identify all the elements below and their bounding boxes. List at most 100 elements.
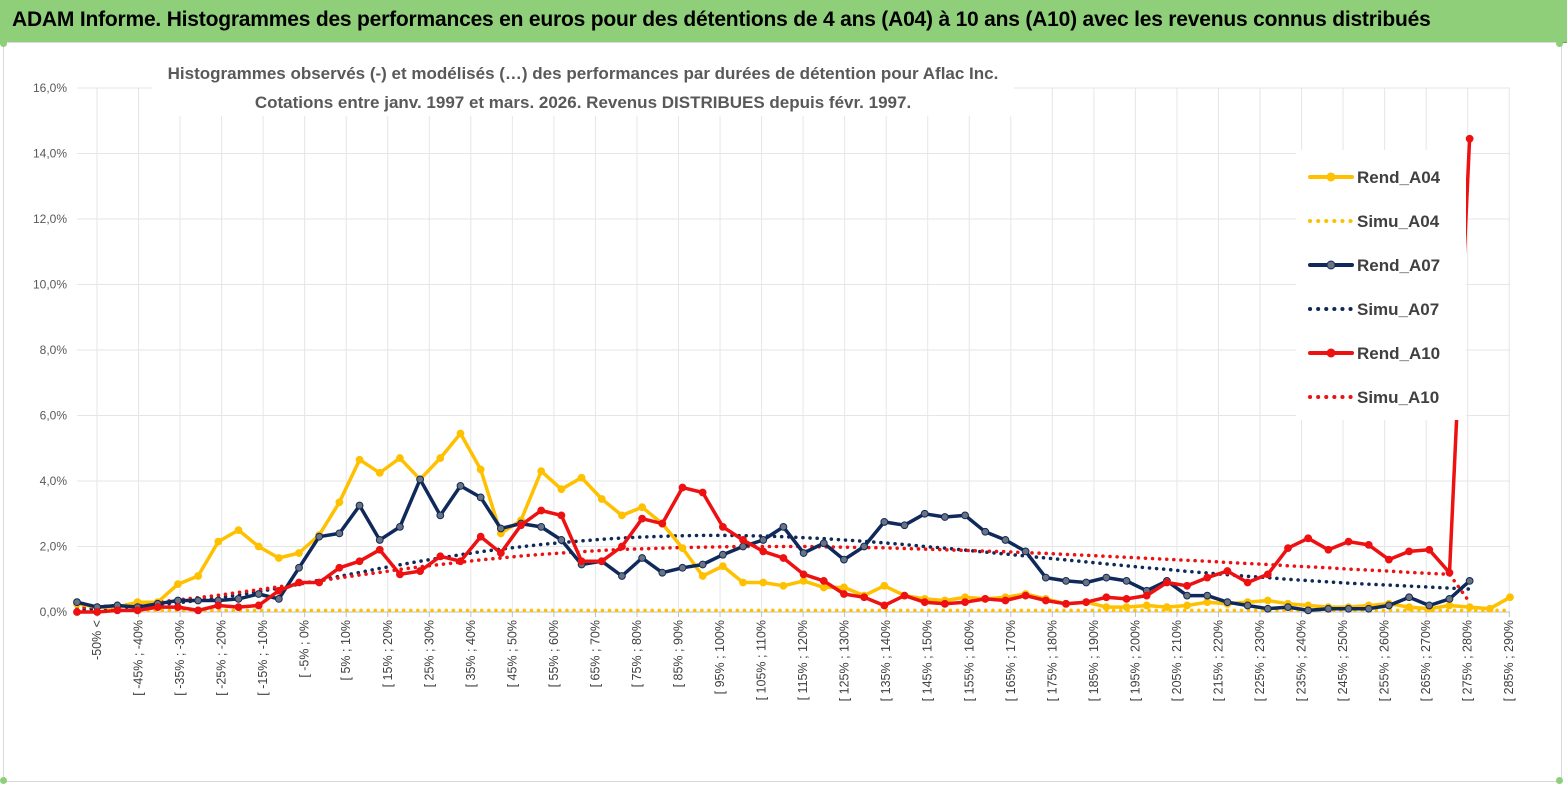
point-rend-a07 — [1041, 573, 1050, 582]
point-rend-a10 — [1203, 573, 1212, 582]
x-tick-label: [ 235% ; 240% — [1295, 620, 1309, 701]
legend-label-simu-a10: Simu_A10 — [1357, 388, 1439, 407]
point-rend-a07 — [396, 522, 404, 531]
point-rend-a04 — [355, 455, 364, 464]
point-rend-a04 — [1162, 603, 1171, 611]
point-rend-a04 — [678, 544, 687, 553]
point-rend-a10 — [93, 608, 102, 616]
frame-handle-tl — [0, 40, 7, 47]
legend-label-rend-a07: Rend_A07 — [1357, 256, 1440, 275]
point-rend-a10 — [638, 514, 647, 523]
legend-marker-rend-a04 — [1326, 172, 1336, 182]
point-rend-a04 — [1142, 601, 1151, 610]
point-rend-a07 — [678, 563, 687, 572]
point-rend-a10 — [1062, 599, 1070, 608]
series-group — [73, 134, 1514, 616]
point-rend-a07 — [1062, 576, 1070, 585]
x-tick-label: [ 115% ; 120% — [796, 620, 810, 700]
point-rend-a10 — [295, 578, 303, 587]
point-rend-a07 — [718, 550, 727, 559]
point-rend-a10 — [961, 598, 969, 607]
point-rend-a07 — [254, 590, 263, 598]
x-tick-label: [ 195% ; 200% — [1128, 620, 1142, 701]
point-rend-a10 — [1243, 578, 1252, 587]
point-rend-a07 — [174, 596, 182, 605]
point-rend-a04 — [840, 583, 848, 592]
point-rend-a07 — [900, 521, 909, 530]
point-rend-a10 — [577, 557, 586, 566]
point-rend-a04 — [194, 572, 202, 580]
point-rend-a10 — [1001, 596, 1010, 605]
x-tick-label: [ 175% ; 180% — [1045, 620, 1059, 701]
x-tick-label: [ 275% ; 280% — [1461, 620, 1475, 701]
point-rend-a04 — [718, 562, 727, 571]
point-rend-a10 — [618, 542, 626, 551]
point-rend-a10 — [698, 488, 707, 497]
x-tick-label: [ 105% ; 110% — [755, 620, 769, 700]
point-rend-a10 — [476, 532, 485, 541]
point-rend-a04 — [396, 454, 404, 462]
point-rend-a07 — [981, 527, 990, 536]
point-rend-a10 — [597, 557, 606, 566]
point-rend-a10 — [153, 603, 162, 611]
point-rend-a07 — [1445, 595, 1454, 603]
point-rend-a10 — [840, 590, 848, 598]
legend: Rend_A04 Simu_A04 Rend_A07 Simu_A07 Rend_A10… — [1308, 168, 1441, 407]
point-rend-a10 — [779, 554, 788, 562]
series-line-rend-a07 — [75, 477, 1472, 613]
point-rend-a10 — [1364, 540, 1373, 549]
x-tick-label: [ -25% ; -20% — [215, 620, 229, 696]
point-rend-a10 — [113, 606, 122, 615]
x-tick-label: [ 135% ; 140% — [879, 620, 893, 701]
point-rend-a10 — [214, 601, 223, 610]
x-tick-label: [ 285% ; 290% — [1502, 620, 1516, 701]
point-rend-a04 — [597, 495, 606, 503]
point-rend-a04 — [214, 537, 223, 546]
point-rend-a07 — [496, 524, 505, 533]
point-rend-a07 — [194, 596, 202, 605]
point-rend-a07 — [920, 509, 929, 518]
report-banner: ADAM Informe. Histogrammes des performan… — [0, 0, 1567, 43]
point-rend-a10 — [718, 522, 727, 531]
point-rend-a07 — [618, 572, 626, 580]
y-axis: 0,0% 2,0% 4,0% 6,0% 8,0% 10,0% 12,0% 14,0% 16,0% — [33, 81, 67, 619]
x-tick-label: [ 265% ; 270% — [1419, 620, 1433, 701]
point-rend-a10 — [436, 552, 445, 561]
point-rend-a07 — [537, 522, 546, 531]
x-tick-label: [ 95% ; 100% — [713, 620, 727, 694]
point-rend-a10 — [335, 563, 344, 572]
point-rend-a10 — [880, 601, 889, 610]
point-rend-a07 — [1183, 591, 1191, 600]
point-rend-a10 — [274, 586, 283, 595]
point-rend-a07 — [1102, 573, 1111, 582]
y-tick-label: 4,0% — [40, 474, 68, 488]
x-tick-label: [ 25% ; 30% — [422, 620, 436, 687]
point-rend-a10 — [1284, 544, 1292, 553]
point-rend-a10 — [416, 567, 425, 575]
point-rend-a07 — [1364, 604, 1373, 613]
point-rend-a07 — [355, 501, 364, 510]
point-rend-a07 — [274, 595, 283, 603]
point-rend-a07 — [1304, 606, 1313, 615]
point-rend-a10 — [73, 608, 81, 616]
point-rend-a04 — [234, 526, 243, 535]
x-tick-label: [ 245% ; 250% — [1336, 620, 1350, 701]
point-rend-a04 — [537, 467, 546, 476]
frame-handle-bl — [0, 777, 7, 784]
title-backdrop — [152, 58, 1014, 116]
point-rend-a07 — [698, 560, 707, 569]
point-rend-a04 — [1102, 603, 1111, 611]
point-rend-a10 — [1344, 537, 1353, 546]
point-rend-a10 — [1021, 591, 1030, 600]
x-tick-label: [ 205% ; 210% — [1170, 620, 1184, 701]
point-rend-a04 — [1445, 601, 1454, 610]
frame-handle-br — [1556, 777, 1563, 784]
point-rend-a04 — [1405, 603, 1413, 611]
point-rend-a07 — [840, 555, 848, 564]
chart-frame — [3, 42, 1562, 782]
point-rend-a10 — [678, 483, 687, 492]
point-rend-a10 — [739, 536, 747, 544]
point-rend-a10 — [174, 603, 182, 611]
point-rend-a07 — [1465, 576, 1474, 585]
point-rend-a04 — [1203, 598, 1212, 607]
